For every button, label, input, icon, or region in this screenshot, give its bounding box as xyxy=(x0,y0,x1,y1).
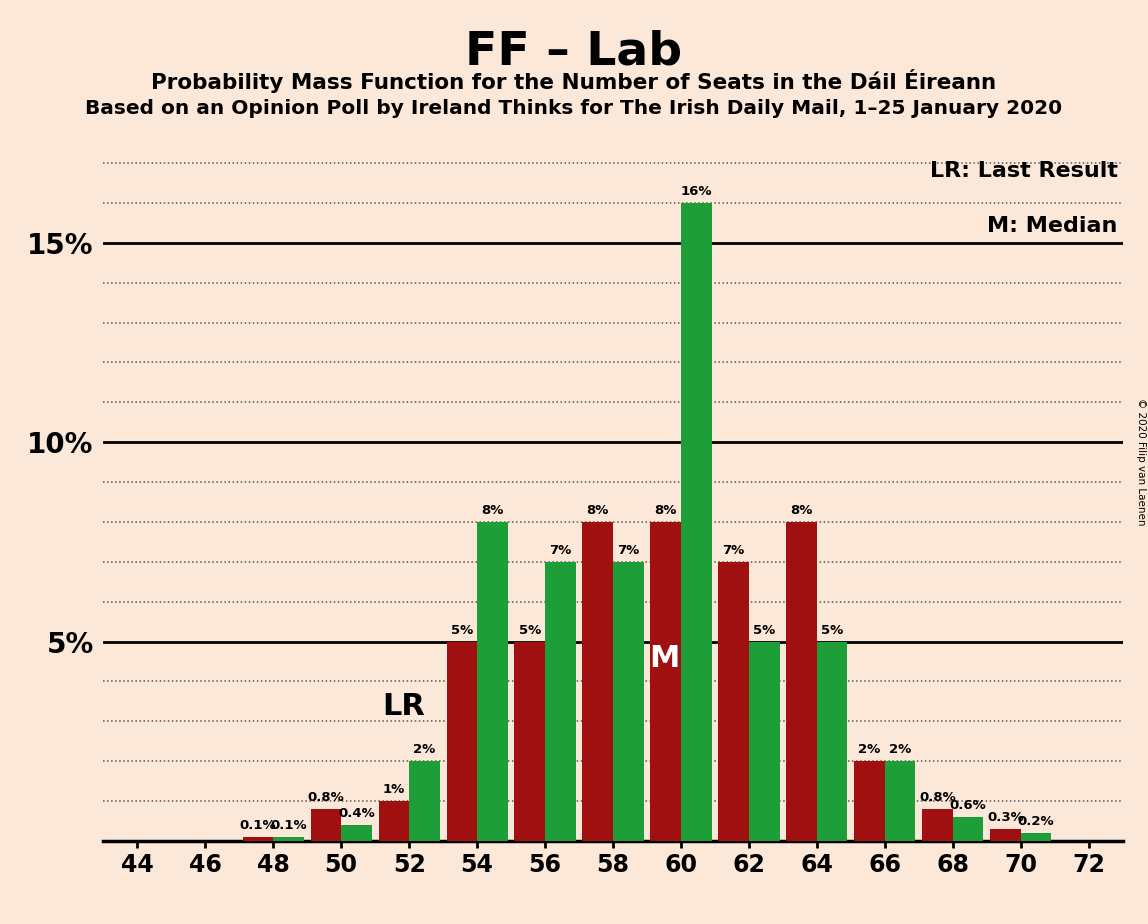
Text: 8%: 8% xyxy=(481,505,504,517)
Bar xyxy=(953,817,984,841)
Text: 8%: 8% xyxy=(791,505,813,517)
Bar xyxy=(786,522,817,841)
Text: 5%: 5% xyxy=(451,624,473,637)
Text: LR: Last Result: LR: Last Result xyxy=(930,161,1118,181)
Bar xyxy=(817,641,847,841)
Text: 0.2%: 0.2% xyxy=(1018,815,1054,828)
Text: LR: LR xyxy=(382,692,425,722)
Bar xyxy=(242,837,273,841)
Bar xyxy=(341,825,372,841)
Bar xyxy=(478,522,507,841)
Bar xyxy=(854,761,885,841)
Text: 0.8%: 0.8% xyxy=(308,791,344,804)
Bar xyxy=(379,801,409,841)
Text: 1%: 1% xyxy=(382,784,405,796)
Bar xyxy=(651,522,681,841)
Text: Based on an Opinion Poll by Ireland Thinks for The Irish Daily Mail, 1–25 Januar: Based on an Opinion Poll by Ireland Thin… xyxy=(85,99,1063,118)
Text: 5%: 5% xyxy=(821,624,844,637)
Bar xyxy=(991,829,1021,841)
Bar xyxy=(273,837,304,841)
Text: 0.4%: 0.4% xyxy=(339,807,375,821)
Text: 0.8%: 0.8% xyxy=(920,791,956,804)
Text: 2%: 2% xyxy=(859,743,881,757)
Bar xyxy=(447,641,478,841)
Text: 7%: 7% xyxy=(549,544,572,557)
Bar xyxy=(1021,833,1052,841)
Text: Probability Mass Function for the Number of Seats in the Dáil Éireann: Probability Mass Function for the Number… xyxy=(152,69,996,93)
Bar xyxy=(748,641,779,841)
Bar xyxy=(311,808,341,841)
Text: M: M xyxy=(649,644,680,674)
Bar xyxy=(613,562,644,841)
Text: © 2020 Filip van Laenen: © 2020 Filip van Laenen xyxy=(1137,398,1146,526)
Bar xyxy=(514,641,545,841)
Bar xyxy=(922,808,953,841)
Bar xyxy=(545,562,575,841)
Text: FF – Lab: FF – Lab xyxy=(465,30,683,75)
Text: 0.1%: 0.1% xyxy=(240,819,277,833)
Text: 0.6%: 0.6% xyxy=(949,799,986,812)
Text: 7%: 7% xyxy=(618,544,639,557)
Bar xyxy=(681,203,712,841)
Bar xyxy=(409,761,440,841)
Bar xyxy=(885,761,915,841)
Text: 7%: 7% xyxy=(722,544,745,557)
Text: 2%: 2% xyxy=(413,743,435,757)
Text: 5%: 5% xyxy=(753,624,775,637)
Bar xyxy=(719,562,748,841)
Text: 0.1%: 0.1% xyxy=(270,819,307,833)
Text: 0.3%: 0.3% xyxy=(987,811,1024,824)
Text: 2%: 2% xyxy=(889,743,912,757)
Text: 8%: 8% xyxy=(587,505,608,517)
Text: 8%: 8% xyxy=(654,505,677,517)
Bar xyxy=(582,522,613,841)
Text: 16%: 16% xyxy=(681,185,712,199)
Text: M: Median: M: Median xyxy=(987,216,1118,237)
Text: 5%: 5% xyxy=(519,624,541,637)
